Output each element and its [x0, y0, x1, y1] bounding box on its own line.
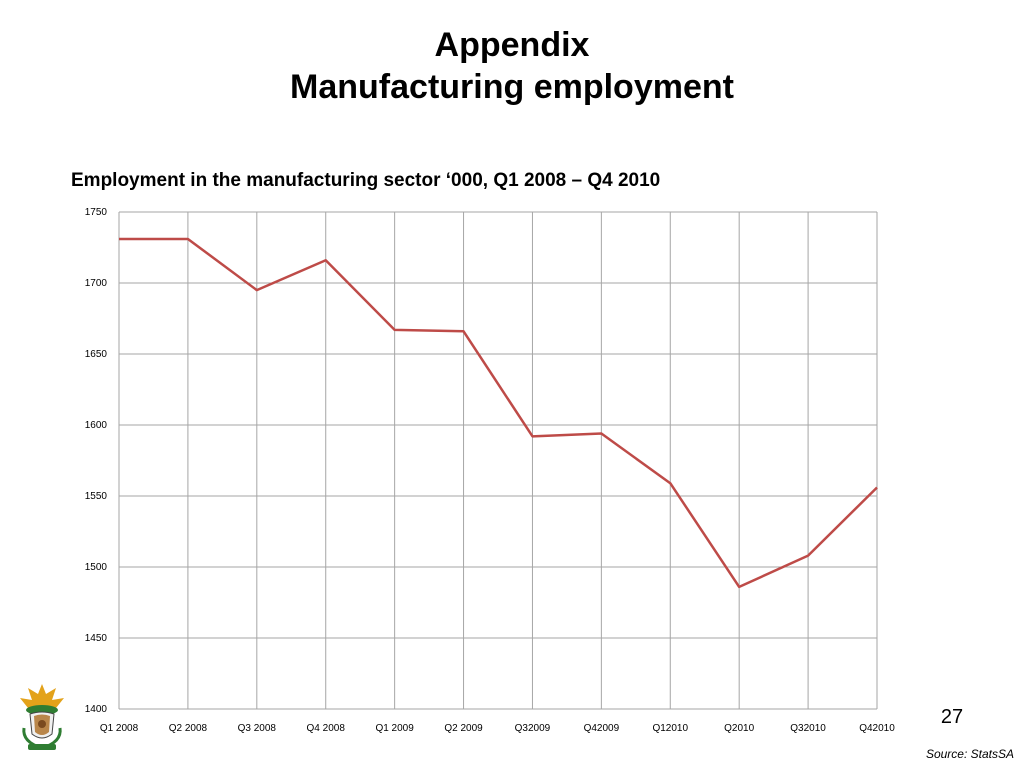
- y-tick-label: 1450: [85, 633, 108, 644]
- x-tick-label: Q2 2009: [444, 723, 483, 734]
- coat-of-arms-logo: [16, 682, 68, 759]
- y-tick-label: 1750: [85, 207, 108, 218]
- title-line-2: Manufacturing employment: [290, 68, 734, 106]
- x-tick-label: Q2010: [724, 723, 754, 734]
- page-number: 27: [940, 706, 964, 728]
- x-tick-label: Q42010: [859, 723, 895, 734]
- x-tick-label: Q42009: [584, 723, 620, 734]
- y-tick-label: 1550: [85, 491, 108, 502]
- slide-title: Appendix Manufacturing employment: [0, 24, 1024, 108]
- source-note: Source: StatsSA: [925, 747, 1014, 761]
- x-tick-label: Q4 2008: [307, 723, 346, 734]
- chart-title: Employment in the manufacturing sector ‘…: [71, 170, 661, 191]
- x-tick-label: Q1 2008: [100, 723, 139, 734]
- x-tick-label: Q2 2008: [169, 723, 208, 734]
- x-tick-label: Q32009: [515, 723, 551, 734]
- y-tick-label: 1650: [85, 349, 108, 360]
- x-tick-label: Q3 2008: [238, 723, 277, 734]
- title-line-1: Appendix: [434, 26, 590, 64]
- y-tick-label: 1400: [85, 704, 108, 715]
- x-tick-label: Q1 2009: [375, 723, 414, 734]
- series-line: [119, 237, 878, 589]
- y-tick-label: 1700: [85, 278, 108, 289]
- y-tick-label: 1600: [85, 420, 108, 431]
- x-tick-label: Q32010: [790, 723, 826, 734]
- y-tick-label: 1500: [85, 562, 108, 573]
- x-tick-label: Q12010: [652, 723, 688, 734]
